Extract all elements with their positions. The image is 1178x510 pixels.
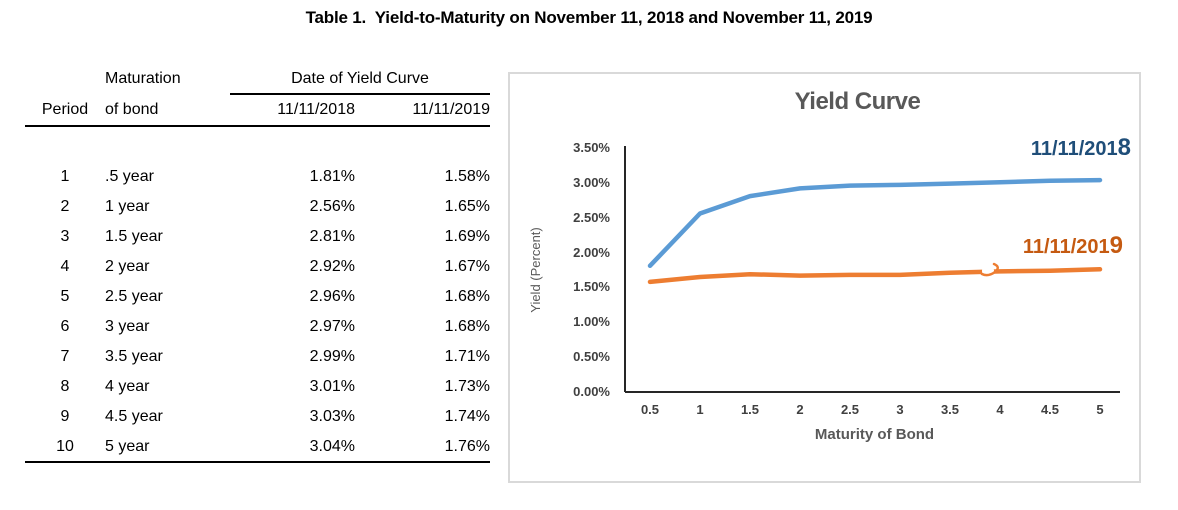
table-cell-maturity: .5 year — [105, 168, 154, 185]
table-row: 8 4 year 3.01% 1.73% — [25, 372, 490, 402]
table-cell-period: 2 — [60, 198, 70, 215]
x-tick-label: 2 — [796, 402, 804, 417]
page-title: Table 1. Yield-to-Maturity on November 1… — [305, 8, 873, 27]
table-cell-y2019: 1.69% — [444, 228, 491, 245]
table-cell-period: 8 — [60, 378, 70, 395]
x-axis-title: Maturity of Bond — [814, 426, 935, 443]
table-header-row-2: Period of bond 11/11/2018 11/11/2019 — [25, 94, 491, 127]
header-maturation-line1: Maturation — [105, 70, 181, 87]
y-tick-label: 1.50% — [573, 279, 610, 295]
table-cell-period: 10 — [56, 437, 74, 455]
ytm-table: Maturation Date of Yield Curve Period of… — [25, 64, 491, 463]
y-tick-label: 1.00% — [573, 314, 610, 330]
table-row: 3 1.5 year 2.81% 1.69% — [25, 222, 490, 252]
table-cell-maturity: 4 year — [105, 378, 150, 395]
header-empty-cell — [25, 64, 105, 94]
table-cell-period: 1 — [60, 168, 70, 185]
table-cell-y2018: 2.92% — [309, 258, 355, 275]
y-tick-label: 2.50% — [573, 209, 610, 225]
annotation-squiggle — [980, 262, 999, 277]
header-col-2019: 11/11/2019 — [355, 94, 491, 127]
x-tick-label: 4 — [996, 402, 1004, 417]
table-cell-y2019: 1.65% — [444, 198, 491, 215]
table-cell-y2018: 1.81% — [309, 168, 355, 185]
table-cell-y2018: 3.01% — [309, 378, 355, 395]
y-tick-label: 0.00% — [573, 384, 610, 399]
table-cell-maturity: 3 year — [105, 318, 150, 335]
table-row: 6 3 year 2.97% 1.68% — [25, 312, 490, 342]
table-cell-maturity: 5 year — [105, 437, 150, 455]
table-row: 10 5 year 3.04% 1.76% — [25, 432, 490, 462]
x-tick-label: 3 — [896, 402, 904, 417]
x-tick-label: 1 — [696, 402, 704, 417]
table-cell-period: 4 — [60, 258, 70, 275]
y-tick-label: 2.00% — [573, 244, 610, 260]
table-cell-period: 6 — [60, 318, 70, 335]
table-cell-y2019: 1.74% — [444, 408, 491, 425]
table-cell-y2019: 1.76% — [444, 437, 491, 455]
table-cell-y2019: 1.71% — [444, 348, 491, 365]
table-cell-y2018: 2.81% — [309, 228, 355, 245]
table-cell-maturity: 3.5 year — [105, 348, 163, 365]
series-line-2018 — [647, 177, 1103, 269]
table-row: 2 1 year 2.56% 1.65% — [25, 192, 490, 222]
series-label-text: 11/11/201 — [1022, 236, 1110, 258]
table-header-row-1: Maturation Date of Yield Curve — [25, 64, 491, 95]
table-cell-period: 9 — [60, 408, 70, 425]
plot-area — [624, 146, 1120, 393]
table-cell-maturity: 2 year — [105, 258, 150, 275]
x-tick-label: 0.5 — [640, 402, 660, 417]
table-cell-y2018: 3.04% — [309, 437, 355, 455]
x-tick-label: 3.5 — [940, 402, 960, 417]
series-label-2019: 11/11/2019 — [1023, 232, 1123, 260]
table-cell-y2018: 2.97% — [309, 318, 355, 335]
table-cell-period: 3 — [60, 228, 70, 245]
series-line-2019 — [647, 267, 1103, 285]
table-cell-y2018: 2.99% — [309, 348, 355, 365]
table-cell-y2019: 1.67% — [444, 258, 491, 275]
table-cell-maturity: 1.5 year — [105, 228, 163, 245]
table-cell-period: 7 — [60, 348, 70, 365]
header-period: Period — [25, 94, 105, 127]
table-cell-y2019: 1.68% — [444, 318, 491, 335]
table-row: 5 2.5 year 2.96% 1.68% — [25, 282, 490, 312]
yield-curve-chart: Yield Curve 11/11/2018 11/11/2019 Yield … — [508, 72, 1141, 483]
table-cell-y2018: 3.03% — [309, 408, 355, 425]
table-cell-y2018: 2.96% — [309, 288, 355, 305]
y-tick-label: 3.50% — [573, 140, 610, 155]
table-cell-period: 5 — [60, 288, 70, 305]
table-row: 7 3.5 year 2.99% 1.71% — [25, 342, 490, 372]
table-cell-y2019: 1.68% — [444, 288, 491, 305]
header-date-group: Date of Yield Curve — [230, 64, 491, 95]
table-cell-y2019: 1.58% — [444, 168, 491, 185]
table-cell-maturity: 1 year — [105, 198, 150, 215]
x-tick-label: 5 — [1096, 402, 1104, 417]
y-axis-title: Yield (Percent) — [528, 227, 543, 313]
header-col-2018: 11/11/2018 — [230, 94, 355, 127]
series-label-last-digit: 9 — [1109, 232, 1123, 259]
table-row: 1 .5 year 1.81% 1.58% — [25, 162, 490, 192]
table-cell-maturity: 2.5 year — [105, 288, 163, 305]
x-tick-label: 4.5 — [1040, 402, 1060, 417]
series-label-2018: 11/11/2018 — [1031, 134, 1131, 162]
chart-title: Yield Curve — [794, 88, 921, 115]
table-row: 9 4.5 year 3.03% 1.74% — [25, 402, 490, 432]
y-tick-label: 3.00% — [573, 174, 610, 190]
series-label-last-digit: 8 — [1117, 134, 1131, 161]
table-spacer-row — [25, 126, 490, 162]
header-maturation-line2: of bond — [105, 94, 230, 127]
table-cell-y2019: 1.73% — [444, 378, 491, 395]
table-cell-maturity: 4.5 year — [105, 408, 163, 425]
table-cell-y2018: 2.56% — [309, 198, 355, 215]
y-tick-label: 0.50% — [573, 349, 610, 365]
x-tick-label: 2.5 — [840, 402, 860, 417]
series-label-text: 11/11/201 — [1030, 138, 1118, 160]
x-tick-label: 1.5 — [740, 402, 760, 417]
table-row: 4 2 year 2.92% 1.67% — [25, 252, 490, 282]
